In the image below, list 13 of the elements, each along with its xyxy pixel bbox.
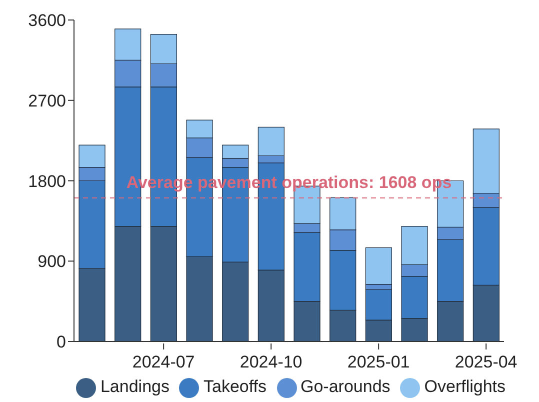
y-tick-label: 0: [56, 332, 66, 352]
legend-label: Landings: [100, 377, 170, 396]
legend-label: Go-arounds: [300, 377, 390, 396]
y-tick-label: 1800: [28, 172, 66, 191]
y-tick-label: 3600: [28, 11, 66, 30]
x-tick-label: 2025-01: [347, 352, 410, 372]
x-tick-label: 2024-10: [240, 352, 302, 372]
x-tick-label: 2024-07: [132, 352, 195, 372]
legend-label: Takeoffs: [203, 377, 266, 396]
legend-label: Overflights: [424, 377, 506, 396]
y-tick-label: 900: [38, 252, 66, 272]
x-tick-label: 2025-04: [454, 352, 518, 372]
y-tick-label: 2700: [28, 91, 66, 110]
